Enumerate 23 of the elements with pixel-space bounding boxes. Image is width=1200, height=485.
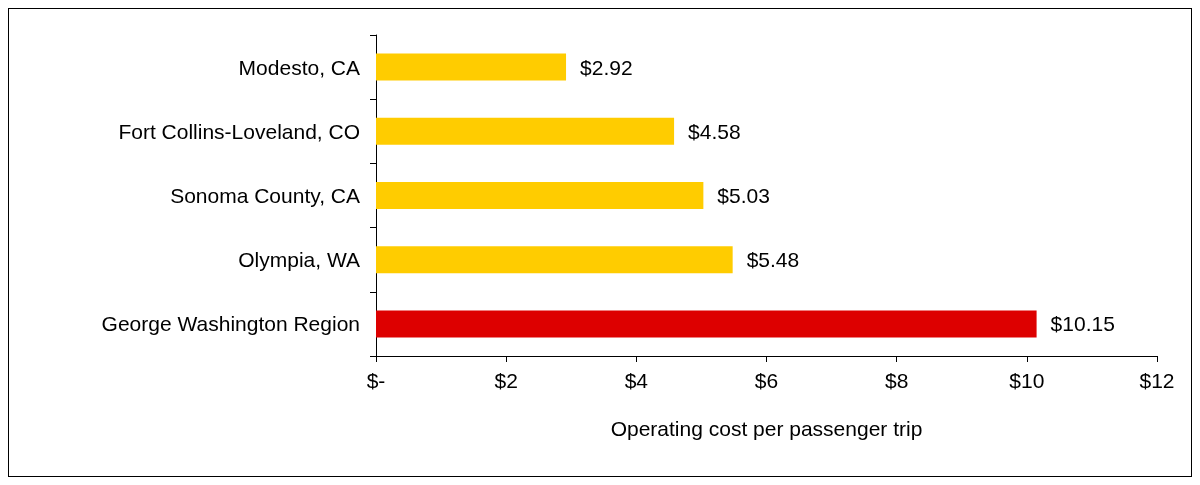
x-tick-label: $2 (494, 369, 518, 392)
y-tick-label: Fort Collins-Loveland, CO (118, 119, 360, 143)
x-tick-label: $- (366, 369, 386, 392)
y-tick-label: Sonoma County, CA (170, 184, 360, 207)
y-tick-label: Modesto, CA (238, 55, 360, 79)
data-label: $5.03 (717, 184, 770, 207)
data-label: $5.48 (746, 248, 800, 272)
data-label: $4.58 (688, 119, 741, 143)
x-tick-label: $6 (754, 369, 779, 392)
y-tick-label: George Washington Region (101, 312, 360, 336)
bar (376, 246, 733, 274)
bar (376, 182, 704, 209)
y-tick-label: Olympia, WA (238, 248, 360, 272)
x-tick-label: $12 (1139, 369, 1175, 392)
bar (376, 117, 675, 145)
data-label: $10.15 (1050, 312, 1115, 336)
x-axis-title: Operating cost per passenger trip (610, 417, 923, 440)
x-tick-label: $4 (624, 369, 649, 392)
bar (376, 310, 1037, 338)
x-tick-label: $10 (1009, 369, 1045, 392)
data-label: $2.92 (580, 55, 633, 79)
bar (376, 53, 567, 81)
x-tick-label: $8 (884, 369, 909, 392)
